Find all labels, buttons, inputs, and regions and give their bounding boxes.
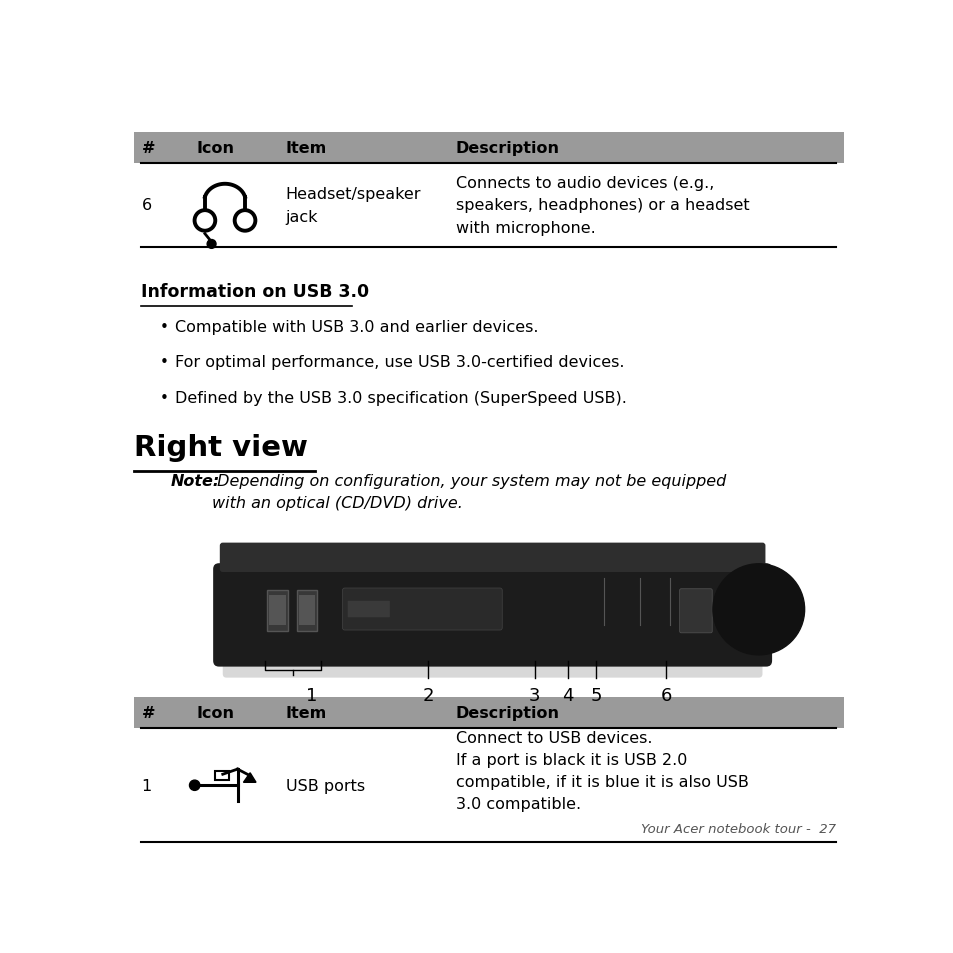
FancyBboxPatch shape xyxy=(267,591,288,632)
FancyBboxPatch shape xyxy=(679,589,712,633)
FancyBboxPatch shape xyxy=(133,698,842,728)
Text: Headset/speaker
jack: Headset/speaker jack xyxy=(285,187,420,224)
Text: Compatible with USB 3.0 and earlier devices.: Compatible with USB 3.0 and earlier devi… xyxy=(174,320,537,335)
Text: Description: Description xyxy=(456,141,559,155)
Text: •: • xyxy=(160,355,169,370)
Text: Connects to audio devices (e.g.,
speakers, headphones) or a headset
with microph: Connects to audio devices (e.g., speaker… xyxy=(456,176,748,235)
FancyBboxPatch shape xyxy=(298,596,314,626)
Text: Note:: Note: xyxy=(171,474,220,489)
Text: •: • xyxy=(160,391,169,405)
Circle shape xyxy=(712,564,803,655)
Text: #: # xyxy=(141,705,154,720)
Text: 2: 2 xyxy=(422,687,434,704)
Text: Item: Item xyxy=(285,705,327,720)
FancyBboxPatch shape xyxy=(347,601,390,618)
Text: #: # xyxy=(141,141,154,155)
Text: Connect to USB devices.
If a port is black it is USB 2.0
compatible, if it is bl: Connect to USB devices. If a port is bla… xyxy=(456,730,748,812)
Text: Your Acer notebook tour -  27: Your Acer notebook tour - 27 xyxy=(640,822,836,835)
Text: Depending on configuration, your system may not be equipped
with an optical (CD/: Depending on configuration, your system … xyxy=(212,474,725,511)
FancyBboxPatch shape xyxy=(269,596,285,626)
Text: 6: 6 xyxy=(141,198,152,213)
Polygon shape xyxy=(243,773,255,782)
Text: •: • xyxy=(160,320,169,335)
FancyBboxPatch shape xyxy=(222,658,761,678)
Text: Information on USB 3.0: Information on USB 3.0 xyxy=(141,283,369,301)
Text: Icon: Icon xyxy=(196,141,234,155)
Text: 1: 1 xyxy=(306,687,316,704)
FancyBboxPatch shape xyxy=(342,588,501,630)
Text: Right view: Right view xyxy=(133,434,308,461)
Text: 1: 1 xyxy=(141,778,152,793)
Circle shape xyxy=(190,781,199,791)
Text: 4: 4 xyxy=(561,687,573,704)
Text: For optimal performance, use USB 3.0-certified devices.: For optimal performance, use USB 3.0-cer… xyxy=(174,355,623,370)
FancyBboxPatch shape xyxy=(296,591,317,632)
Text: 3: 3 xyxy=(529,687,540,704)
Text: 6: 6 xyxy=(660,687,671,704)
Text: USB ports: USB ports xyxy=(285,778,364,793)
FancyBboxPatch shape xyxy=(219,543,764,573)
FancyBboxPatch shape xyxy=(133,132,842,164)
FancyBboxPatch shape xyxy=(215,771,229,781)
Text: Defined by the USB 3.0 specification (SuperSpeed USB).: Defined by the USB 3.0 specification (Su… xyxy=(174,391,626,405)
Text: 5: 5 xyxy=(590,687,601,704)
Text: Description: Description xyxy=(456,705,559,720)
Circle shape xyxy=(207,240,215,249)
FancyBboxPatch shape xyxy=(213,563,771,667)
Text: Icon: Icon xyxy=(196,705,234,720)
Text: Item: Item xyxy=(285,141,327,155)
